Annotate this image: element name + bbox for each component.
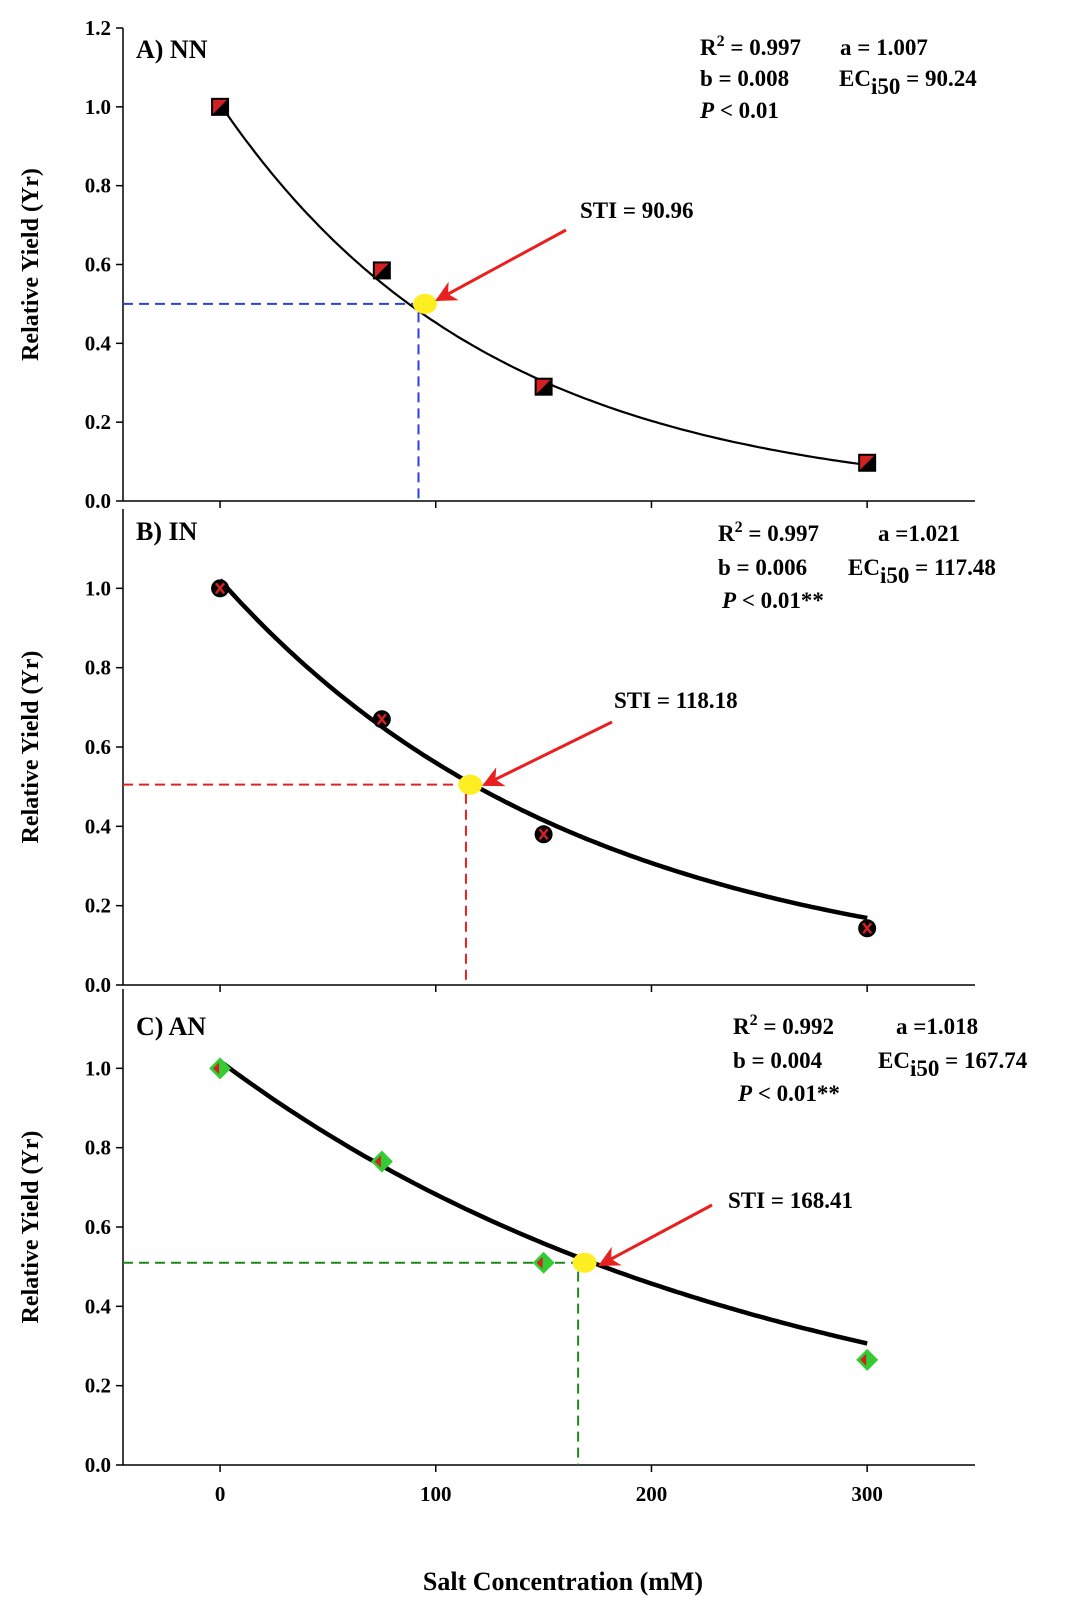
panel-c-fit-curve (218, 1059, 868, 1346)
panel-b-y-tick-label: 0.2 (85, 894, 111, 918)
panel-c-ec50: ECi50 = 167.74 (878, 1048, 1028, 1081)
panel-a-data-point (534, 377, 553, 396)
panel-a-sti-arrow (435, 228, 567, 302)
panel-a-data-point (211, 97, 230, 116)
panel-b-y-axis-label: Relative Yield (Yr) (18, 651, 44, 844)
panel-c-y-tick-label: 0.8 (85, 1136, 111, 1160)
panel-c: 0.0 0.2 0.4 0.6 0.8 1.0 0 100 200 300 Relative Yie… (18, 989, 1028, 1506)
panel-b-ec50: ECi50 = 117.48 (848, 555, 996, 588)
panel-c-sti-point (572, 1252, 597, 1273)
panel-b-data-point (534, 825, 553, 844)
panel-b-data-point (372, 710, 391, 729)
panel-c-x-tick-label: 200 (636, 1482, 668, 1506)
panel-a-data-point (858, 453, 877, 472)
panel-c-data-point (856, 1348, 879, 1371)
panel-a-p-value: P < 0.01 (699, 98, 779, 123)
panel-c-sti-label: STI = 168.41 (728, 1188, 853, 1213)
panel-c-y-tick-label: 0.4 (85, 1294, 112, 1318)
panel-b-y-tick-label: 0.4 (85, 814, 112, 838)
panel-c-guide-line (123, 1261, 580, 1465)
panel-b-y-tick-label: 0.0 (85, 973, 111, 997)
panel-a-data-point (372, 261, 391, 280)
panel-a-ec50: ECi50 = 90.24 (839, 66, 977, 99)
panel-c-y-tick-label: 1.0 (85, 1056, 111, 1080)
panel-a-a-value: a = 1.007 (840, 35, 928, 60)
panel-b-title: B) IN (136, 517, 198, 546)
panel-c-b-value: b = 0.004 (733, 1048, 823, 1073)
x-axis-label: Salt Concentration (mM) (423, 1567, 703, 1596)
panel-c-r2: R2 = 0.992 (733, 1012, 834, 1039)
panel-a-y-tick-label: 0.4 (85, 331, 112, 355)
panel-a-guide-line (123, 302, 420, 501)
panel-a-y-tick-label: 1.0 (85, 95, 111, 119)
panel-b-guide-line (123, 783, 467, 985)
panel-b-a-value: a =1.021 (878, 521, 960, 546)
panel-a-sti-point (412, 293, 437, 314)
panel-b-y-tick-label: 1.0 (85, 576, 111, 600)
panel-a-fit-curve (219, 103, 868, 467)
panel-b-data-point (858, 919, 877, 938)
panel-b-y-tick-label: 0.6 (85, 735, 111, 759)
panel-a-y-tick-label: 0.6 (85, 253, 111, 277)
panel-c-data-point (209, 1057, 232, 1080)
panel-c-data-point (370, 1150, 393, 1173)
panel-a: 0.0 0.2 0.4 0.6 0.8 1.0 1.2 Relative Yield (Yr)… (18, 16, 977, 513)
panel-c-y-tick-label: 0.0 (85, 1453, 111, 1477)
panel-c-x-tick-label: 0 (215, 1482, 226, 1506)
panel-c-sti-arrow (598, 1203, 713, 1267)
panel-b-data-point (211, 579, 230, 598)
panel-b-b-value: b = 0.006 (718, 555, 807, 580)
panel-c-y-tick-label: 0.6 (85, 1215, 111, 1239)
panel-b-sti-arrow (482, 720, 613, 787)
panel-b-plot: 0.0 0.2 0.4 0.6 0.8 1.0 Relative Yield (Yr) (18, 509, 975, 997)
panel-c-data-point (532, 1251, 555, 1274)
panel-c-a-value: a =1.018 (896, 1014, 978, 1039)
panel-a-y-axis-label: Relative Yield (Yr) (18, 168, 44, 361)
panel-c-p-value: P < 0.01** (737, 1081, 840, 1106)
panel-b-y-tick-label: 0.8 (85, 656, 111, 680)
panel-a-title: A) NN (136, 35, 208, 64)
panel-c-x-tick-label: 100 (420, 1482, 452, 1506)
panel-c-title: C) AN (136, 1012, 206, 1041)
panel-a-y-tick-label: 1.2 (85, 16, 111, 40)
panel-b-sti-label: STI = 118.18 (614, 688, 738, 713)
panel-b-r2: R2 = 0.997 (718, 519, 819, 546)
panel-b-p-value: P < 0.01** (721, 588, 824, 613)
panel-b-fit-curve (218, 578, 868, 921)
panel-a-r2: R2 = 0.997 (700, 33, 801, 60)
panel-b: 0.0 0.2 0.4 0.6 0.8 1.0 Relative Yield (Yr) B)… (18, 509, 996, 997)
panel-c-y-axis-label: Relative Yield (Yr) (18, 1131, 44, 1324)
panel-c-x-tick-label: 300 (851, 1482, 883, 1506)
panel-a-y-tick-label: 0.8 (85, 174, 111, 198)
panel-a-y-tick-label: 0.0 (85, 489, 111, 513)
panel-c-plot: 0.0 0.2 0.4 0.6 0.8 1.0 0 100 200 300 Relative Yie… (18, 989, 975, 1506)
panel-a-plot: 0.0 0.2 0.4 0.6 0.8 1.0 1.2 Relative Yield (Yr) (18, 16, 975, 513)
panel-a-sti-label: STI = 90.96 (580, 198, 693, 223)
panel-c-y-tick-label: 0.2 (85, 1374, 111, 1398)
panel-a-b-value: b = 0.008 (700, 66, 789, 91)
panel-a-y-tick-label: 0.2 (85, 410, 111, 434)
panel-b-sti-point (458, 774, 483, 795)
